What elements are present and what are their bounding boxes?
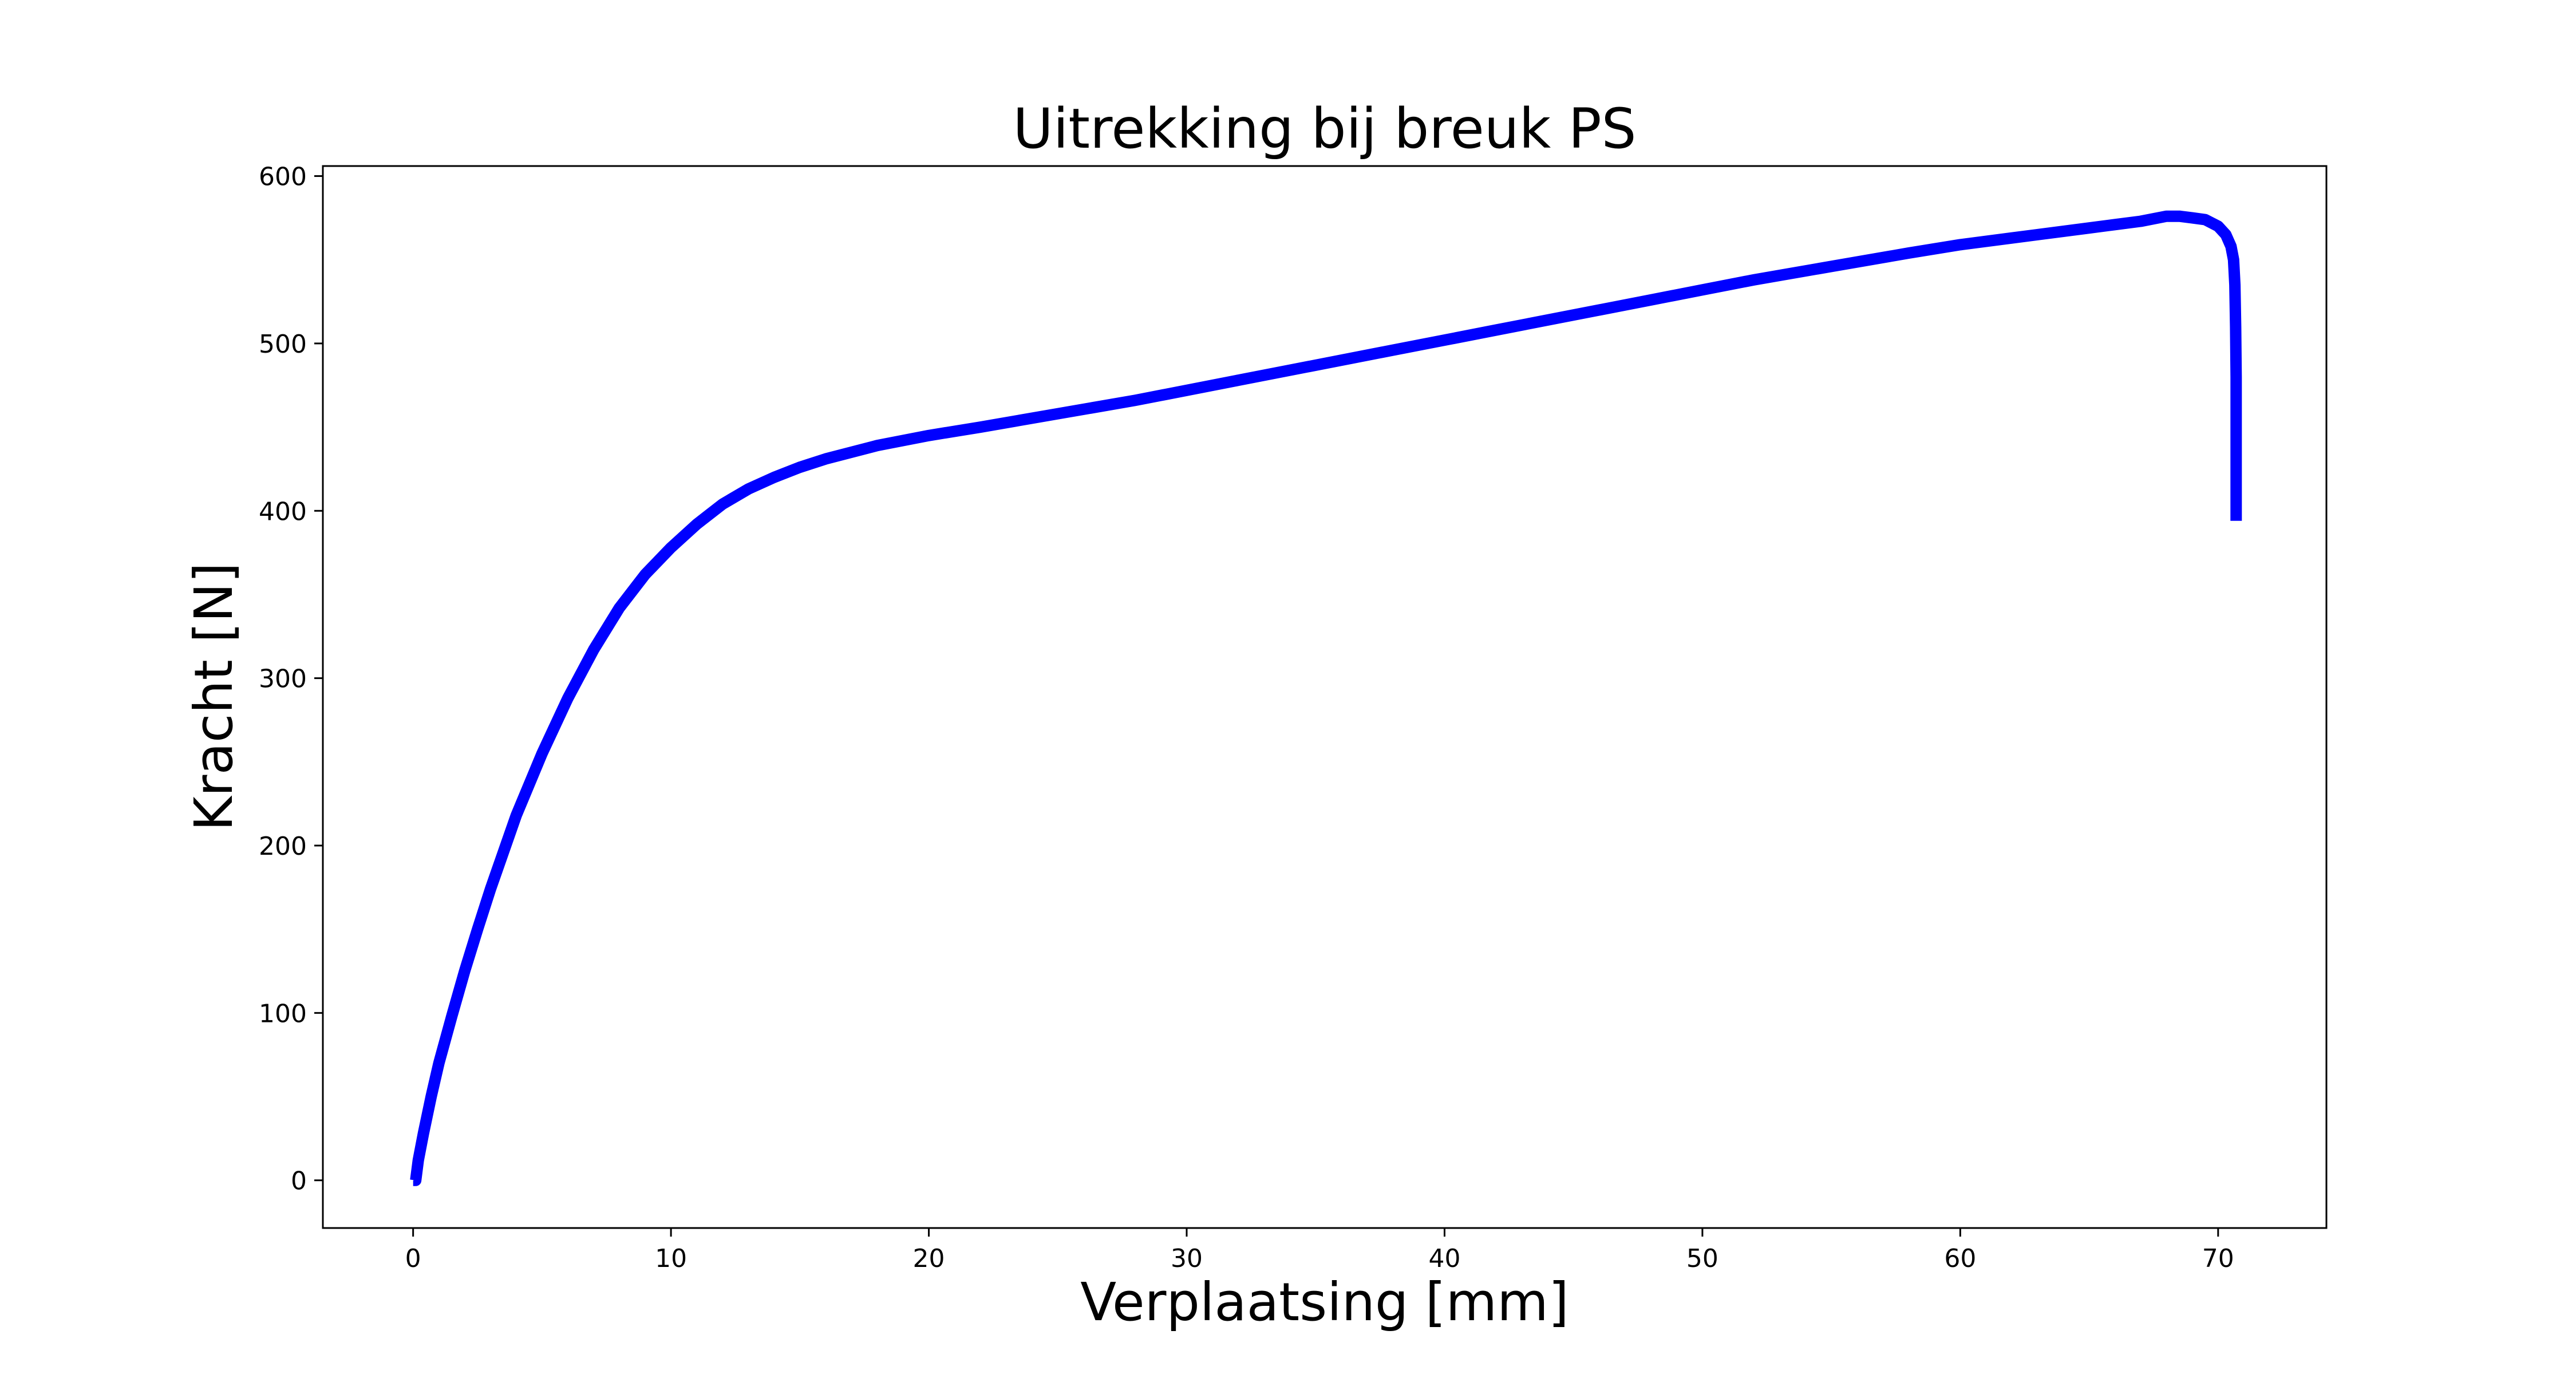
y-tick-label: 500	[259, 330, 307, 359]
plot-area	[323, 166, 2326, 1228]
x-tick-label: 70	[2202, 1244, 2234, 1273]
y-tick-label: 200	[259, 832, 307, 861]
x-tick-label: 30	[1171, 1244, 1203, 1273]
x-tick-label: 20	[913, 1244, 945, 1273]
y-axis-label: Kracht [N]	[183, 562, 244, 831]
y-axis-ticks: 0 100 200 300 400 500 600	[259, 163, 323, 1196]
y-tick-label: 400	[259, 497, 307, 526]
y-tick-label: 600	[259, 163, 307, 192]
y-tick-label: 0	[291, 1167, 307, 1196]
plot-frame	[322, 165, 2328, 1229]
x-tick-label: 50	[1686, 1244, 1718, 1273]
x-axis-ticks: 0 10 20 30 40 50 60 70	[405, 1228, 2234, 1273]
series-line	[410, 210, 2242, 1186]
x-tick-label: 10	[655, 1244, 687, 1273]
x-tick-label: 0	[405, 1244, 421, 1273]
y-tick-label: 100	[259, 999, 307, 1028]
y-tick-label: 300	[259, 665, 307, 694]
x-axis-label: Verplaatsing [mm]	[1080, 1272, 1568, 1333]
x-tick-label: 60	[1944, 1244, 1976, 1273]
chart-title: Uitrekking bij breuk PS	[1013, 97, 1636, 161]
x-tick-label: 40	[1428, 1244, 1460, 1273]
